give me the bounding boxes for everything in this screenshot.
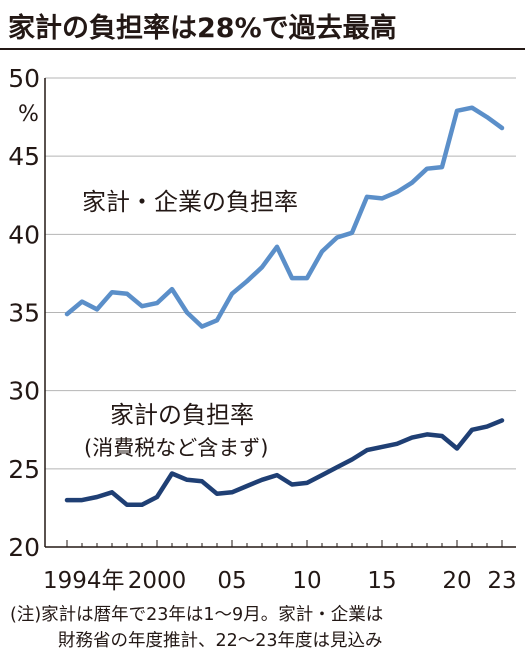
series-label-1: 家計・企業の負担率 (82, 188, 298, 216)
axes (44, 78, 516, 548)
series-line-1 (64, 105, 505, 329)
y-unit-label: % (18, 102, 39, 127)
x-tick-label: 2000 (128, 568, 187, 594)
footnote-line-1: (注)家計は暦年で23年は1～9月。家計・企業は (10, 605, 384, 625)
x-tick-label: 20 (442, 568, 471, 594)
y-tick-label: 30 (8, 377, 40, 406)
x-tick-label: 05 (217, 568, 246, 594)
x-tick-label: 10 (292, 568, 321, 594)
y-tick-label: 20 (8, 533, 40, 562)
x-tick-label: 23 (487, 568, 516, 594)
y-tick-label: 25 (8, 455, 40, 484)
footnote-line-2: 財務省の年度推計、22～23年度は見込み (58, 631, 383, 651)
series-label-2-note: (消費税など含まず) (84, 436, 268, 460)
y-tick-label: 35 (8, 299, 40, 328)
chart-title: 家計の負担率は28%で過去最高 (8, 13, 397, 44)
x-tick-label: 15 (367, 568, 396, 594)
series-label-2: 家計の負担率 (110, 401, 254, 429)
y-tick-label: 45 (8, 142, 40, 171)
gridlines (45, 77, 516, 470)
series-lines (64, 105, 505, 508)
x-tick-label: 1994年 (43, 568, 125, 594)
series-line-2 (64, 418, 505, 508)
y-tick-label: 50 (8, 64, 40, 93)
y-tick-label: 40 (8, 220, 40, 249)
title-rule (0, 48, 525, 50)
tick-labels: 20 25 30 35 40 45 50% 1994年 2000 05 10 15 20 23 (8, 64, 516, 594)
line-chart: 20 25 30 35 40 45 50% 1994年 2000 05 10 15 20 23 家計・企業… (8, 64, 516, 594)
